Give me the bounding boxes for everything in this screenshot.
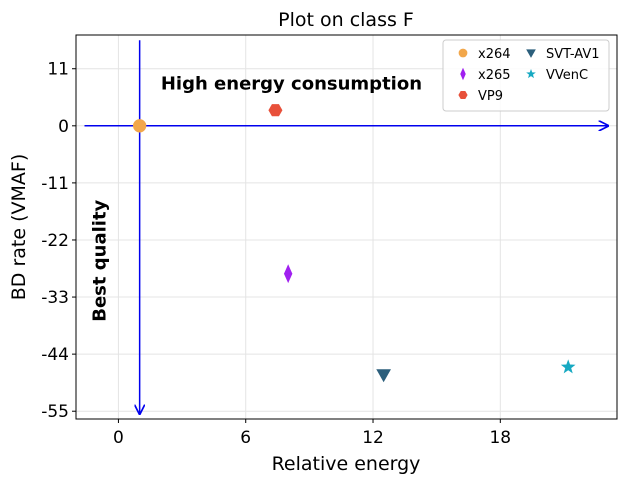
y-tick-label: -11 xyxy=(41,174,69,194)
x-tick-label: 18 xyxy=(489,428,511,448)
x-tick-label: 6 xyxy=(240,428,251,448)
legend-marker-x264 xyxy=(458,48,468,58)
y-axis-title: BD rate (VMAF) xyxy=(8,154,30,300)
legend-label-vvenc: VVenC xyxy=(546,68,588,83)
y-tick-label: 11 xyxy=(47,60,69,80)
legend-label-x264: x264 xyxy=(478,47,511,62)
point-x265 xyxy=(283,264,293,284)
y-tick-label: -33 xyxy=(41,288,69,308)
legend-marker-x265 xyxy=(460,67,466,81)
point-x264 xyxy=(132,119,147,133)
legend-frame xyxy=(442,39,610,112)
legend-marker-vvenc xyxy=(526,68,536,79)
legend-label-svt-av1: SVT-AV1 xyxy=(546,47,600,62)
legend-label-x265: x265 xyxy=(478,68,511,83)
legend-marker-svt-av1 xyxy=(526,49,536,58)
y-tick-label: 0 xyxy=(58,117,69,137)
annotation-high-energy-consumption: High energy consumption xyxy=(161,73,422,94)
annotation-best-quality: Best quality xyxy=(90,199,111,321)
legend-marker-vp9 xyxy=(458,91,468,99)
point-vvenc xyxy=(560,359,576,374)
data-points xyxy=(132,104,576,383)
point-svt-av1 xyxy=(376,369,391,383)
y-tick-label: -22 xyxy=(41,231,69,251)
x-tick-label: 0 xyxy=(113,428,124,448)
chart-title: Plot on class F xyxy=(278,9,414,31)
x-tick-label: 12 xyxy=(362,428,384,448)
x-axis-ticks: 0 6 12 18 xyxy=(113,419,511,448)
plot-frame xyxy=(75,34,618,420)
annotations: High energy consumption Best quality xyxy=(90,73,422,321)
point-vp9 xyxy=(268,104,283,117)
y-tick-label: -55 xyxy=(41,402,69,422)
legend: x264 x265 VP9 SVT-AV1 VVenC xyxy=(442,39,610,112)
y-axis-ticks: 11 0 -11 -22 -33 -44 -55 xyxy=(41,60,76,422)
y-tick-label: -44 xyxy=(41,345,69,365)
reference-lines xyxy=(84,40,608,414)
x-axis-title: Relative energy xyxy=(272,453,421,475)
legend-label-vp9: VP9 xyxy=(478,89,503,104)
